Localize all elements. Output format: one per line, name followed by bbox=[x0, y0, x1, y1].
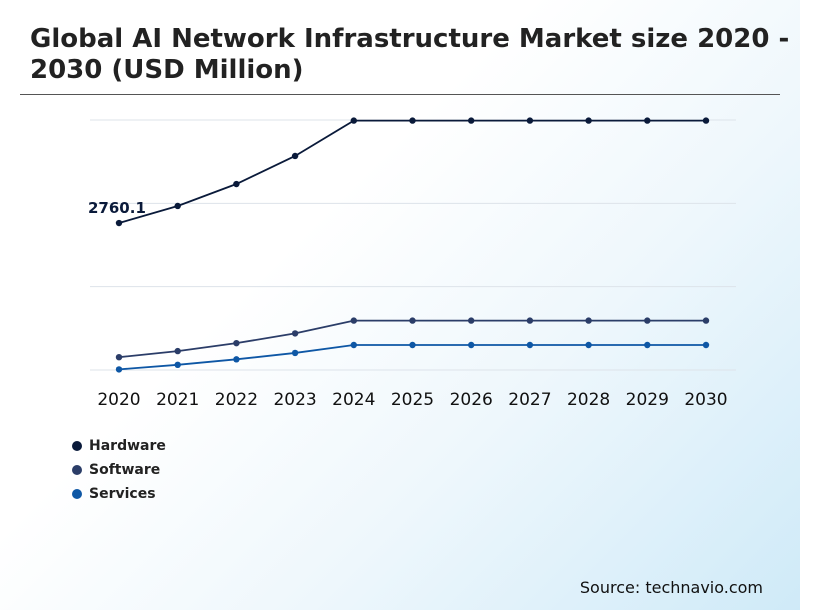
title-divider bbox=[20, 94, 780, 95]
gridlines bbox=[90, 119, 736, 371]
x-tick-label: 2026 bbox=[450, 390, 493, 410]
point-services-2025 bbox=[409, 341, 416, 349]
x-tick-label: 2021 bbox=[156, 390, 199, 410]
point-hardware-2020 bbox=[115, 219, 123, 227]
point-hardware-2023 bbox=[291, 152, 299, 160]
point-services-2020 bbox=[115, 366, 123, 373]
series-line-hardware bbox=[118, 119, 706, 224]
point-software-2020 bbox=[115, 353, 123, 361]
x-tick-label: 2028 bbox=[567, 390, 610, 410]
x-tick-label: 2029 bbox=[626, 390, 669, 410]
annotations: 2760.1 bbox=[88, 199, 146, 217]
point-hardware-2030 bbox=[702, 117, 710, 124]
point-software-2023 bbox=[291, 330, 299, 337]
point-hardware-2025 bbox=[409, 117, 416, 124]
x-axis-ticks: 2020 2021 2022 2023 2024 2025 2026 2027 2028 2029… bbox=[97, 390, 727, 410]
x-tick-label: 2020 bbox=[97, 390, 140, 410]
point-services-2027 bbox=[526, 341, 534, 349]
x-tick-label: 2024 bbox=[332, 390, 375, 410]
series-line-services bbox=[118, 344, 706, 371]
point-hardware-2024 bbox=[350, 117, 357, 124]
point-hardware-2026 bbox=[468, 117, 475, 124]
x-tick-label: 2023 bbox=[273, 390, 316, 410]
x-tick-label: 2025 bbox=[391, 390, 434, 410]
point-software-2021 bbox=[174, 347, 181, 355]
point-software-2029 bbox=[644, 317, 651, 324]
legend-item-software: Software bbox=[72, 458, 166, 482]
point-hardware-2021 bbox=[174, 202, 181, 210]
legend-label: Software bbox=[89, 462, 161, 478]
point-services-2023 bbox=[291, 349, 299, 357]
point-hardware-2022 bbox=[233, 180, 240, 188]
series-lines bbox=[118, 119, 706, 371]
point-software-2030 bbox=[702, 317, 710, 324]
point-services-2029 bbox=[644, 341, 651, 349]
legend-marker bbox=[72, 441, 82, 451]
point-services-2026 bbox=[468, 341, 475, 349]
legend-marker bbox=[72, 489, 82, 499]
point-software-2028 bbox=[585, 317, 592, 324]
point-services-2021 bbox=[174, 361, 181, 369]
source-credit: Source: technavio.com bbox=[579, 578, 763, 597]
x-tick-label: 2022 bbox=[215, 390, 258, 410]
legend-item-services: Services bbox=[72, 482, 166, 506]
point-hardware-2029 bbox=[644, 117, 651, 124]
point-services-2024 bbox=[350, 341, 357, 349]
point-software-2025 bbox=[409, 317, 416, 324]
point-hardware-2028 bbox=[585, 117, 592, 124]
x-tick-label: 2030 bbox=[684, 390, 727, 410]
legend-label: Hardware bbox=[89, 438, 166, 454]
point-hardware-2027 bbox=[526, 117, 534, 124]
point-services-2030 bbox=[702, 341, 710, 349]
point-software-2027 bbox=[526, 317, 534, 324]
point-software-2026 bbox=[468, 317, 475, 324]
point-software-2024 bbox=[350, 317, 357, 324]
line-chart: 2020 2021 2022 2023 2024 2025 2026 2027 2028 2029… bbox=[88, 117, 736, 410]
series-line-software bbox=[118, 319, 706, 359]
legend-item-hardware: Hardware bbox=[72, 434, 166, 458]
legend-marker bbox=[72, 465, 82, 475]
x-tick-label: 2027 bbox=[508, 390, 551, 410]
point-software-2022 bbox=[233, 339, 240, 347]
chart-page: Global AI Network Infrastructure Market … bbox=[0, 0, 800, 610]
point-services-2022 bbox=[233, 356, 240, 363]
series-points bbox=[115, 117, 710, 373]
point-services-2028 bbox=[585, 341, 592, 349]
data-label: 2760.1 bbox=[88, 199, 146, 217]
legend-label: Services bbox=[89, 486, 156, 502]
chart-title: Global AI Network Infrastructure Market … bbox=[30, 24, 790, 85]
legend: Hardware Software Services bbox=[72, 434, 166, 506]
